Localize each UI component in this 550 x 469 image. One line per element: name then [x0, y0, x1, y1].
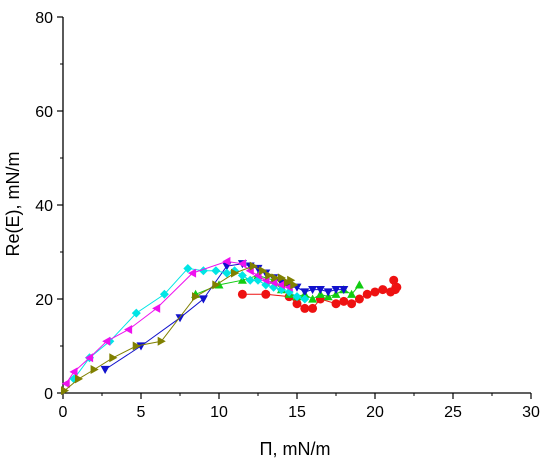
x-axis-title: Π, mN/m [260, 439, 331, 459]
x-tick-label: 5 [137, 404, 146, 421]
data-point [261, 289, 271, 299]
data-point [354, 294, 364, 304]
series-5 [61, 256, 293, 389]
data-point [131, 308, 141, 318]
data-point [249, 261, 258, 271]
data-point [60, 386, 70, 396]
data-point [222, 268, 232, 278]
data-point [183, 263, 193, 273]
data-point [271, 273, 280, 283]
data-point [102, 336, 111, 346]
y-axis-title: Re(E), mN/m [3, 152, 23, 257]
data-point [100, 365, 110, 374]
data-point [90, 365, 99, 374]
data-point [315, 286, 325, 295]
series-line [64, 265, 295, 391]
data-point [323, 288, 333, 297]
data-point [362, 289, 372, 299]
x-tick-label: 25 [444, 404, 462, 421]
data-point [222, 256, 231, 266]
data-point [292, 299, 302, 309]
data-point [237, 259, 246, 269]
data-point [308, 303, 318, 313]
x-tick-label: 15 [288, 404, 306, 421]
data-point [187, 268, 197, 278]
data-point [300, 303, 310, 313]
x-tick-label: 30 [522, 404, 540, 421]
data-point [212, 280, 221, 290]
data-point [287, 275, 296, 285]
data-point [237, 271, 247, 280]
data-point [109, 353, 118, 363]
data-point [175, 314, 185, 323]
data-point [354, 280, 364, 289]
x-tick-label: 10 [210, 404, 228, 421]
data-point [331, 286, 341, 295]
data-point [276, 280, 285, 290]
data-point [152, 303, 161, 313]
chart-axes: 0 5 10 15 20 25 30 0 20 40 60 80 [35, 10, 540, 421]
data-point [245, 275, 255, 285]
y-tick-label: 20 [35, 292, 53, 309]
data-point [132, 341, 141, 351]
y-tick-label: 40 [35, 198, 53, 215]
data-point [75, 374, 84, 384]
data-point [292, 292, 302, 302]
data-point [69, 367, 78, 377]
series-3 [100, 260, 349, 374]
data-point [347, 299, 357, 309]
data-point [61, 379, 70, 389]
data-point [211, 266, 221, 276]
data-point [339, 296, 349, 306]
data-point [300, 288, 310, 297]
data-point [159, 289, 169, 299]
data-point [290, 280, 299, 290]
chart-series-layer [60, 256, 402, 396]
data-point [198, 295, 208, 304]
data-point [308, 294, 318, 303]
series-6 [60, 261, 299, 396]
data-point [347, 289, 357, 298]
data-point [157, 336, 166, 346]
data-point [300, 294, 310, 304]
data-point [124, 325, 133, 335]
data-point [339, 286, 349, 295]
x-tick-label: 20 [366, 404, 384, 421]
data-point [192, 292, 201, 302]
data-point [308, 286, 318, 295]
data-point [265, 271, 274, 280]
data-point [277, 273, 286, 283]
y-tick-label: 60 [35, 104, 53, 121]
data-point [370, 287, 380, 297]
data-point [378, 285, 388, 295]
y-tick-label: 0 [44, 386, 53, 403]
data-point [331, 299, 341, 309]
data-point [237, 289, 247, 299]
data-point [85, 353, 94, 363]
data-point [389, 275, 399, 285]
data-point [392, 282, 402, 292]
x-tick-label: 0 [59, 404, 68, 421]
data-point [231, 268, 240, 278]
y-tick-label: 80 [35, 10, 53, 27]
data-point [259, 266, 268, 276]
